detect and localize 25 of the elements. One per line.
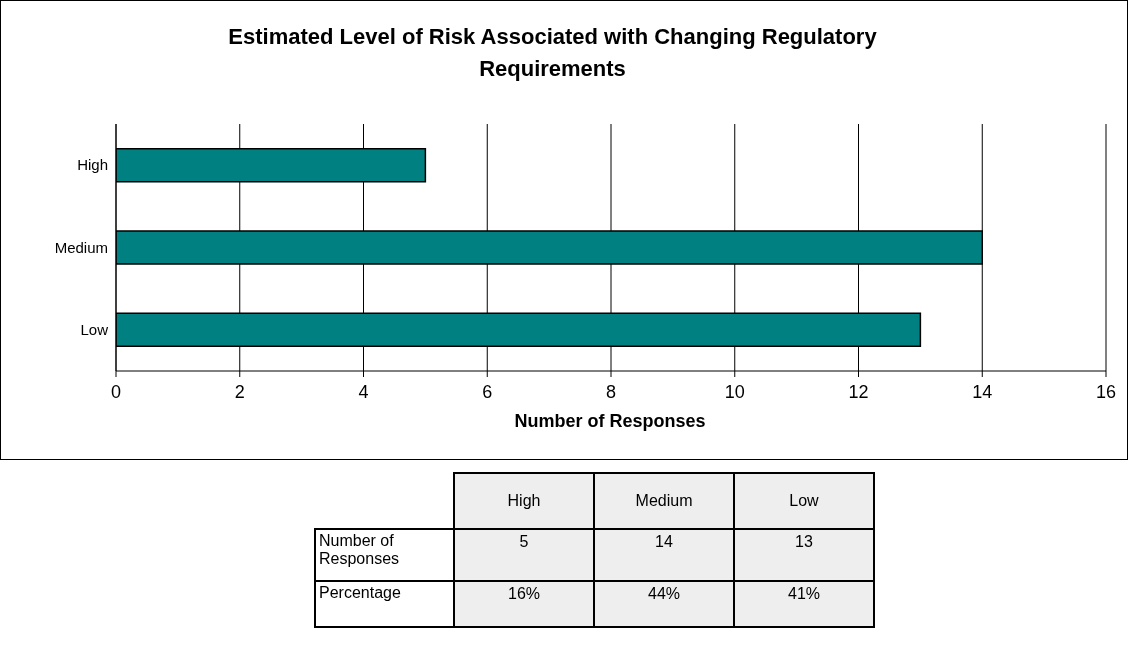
x-tick-label: 10 bbox=[724, 381, 745, 402]
x-tick-label: 8 bbox=[605, 381, 617, 402]
text: 44% bbox=[594, 581, 734, 627]
text: 16% bbox=[454, 581, 594, 627]
category-label: Medium bbox=[635, 492, 693, 509]
text: Percentage bbox=[315, 581, 454, 627]
y-tick-label: Low bbox=[80, 321, 109, 339]
x-tick-label: 12 bbox=[848, 381, 869, 402]
text: 41% bbox=[734, 581, 874, 627]
text: 5 bbox=[454, 529, 594, 581]
y-tick-label: Medium bbox=[54, 238, 108, 256]
x-tick-label: 4 bbox=[358, 381, 369, 402]
x-tick-label: 14 bbox=[972, 381, 993, 402]
x-axis-title: Number of Responses bbox=[513, 411, 707, 432]
category-label: Low bbox=[789, 492, 819, 509]
y-tick-label: High bbox=[77, 156, 108, 174]
x-tick-label: 16 bbox=[1095, 381, 1117, 402]
text: Number of Responses bbox=[319, 532, 400, 567]
text: 14 bbox=[594, 529, 734, 581]
text: 13 bbox=[734, 529, 874, 581]
x-tick-label: 0 bbox=[110, 381, 122, 402]
x-tick-label: 2 bbox=[234, 381, 245, 402]
chart-title: Estimated Level of Risk Associated with Changing Regulatory Requirements bbox=[227, 23, 878, 83]
x-tick-label: 6 bbox=[482, 381, 493, 402]
category-label: High bbox=[507, 492, 541, 509]
